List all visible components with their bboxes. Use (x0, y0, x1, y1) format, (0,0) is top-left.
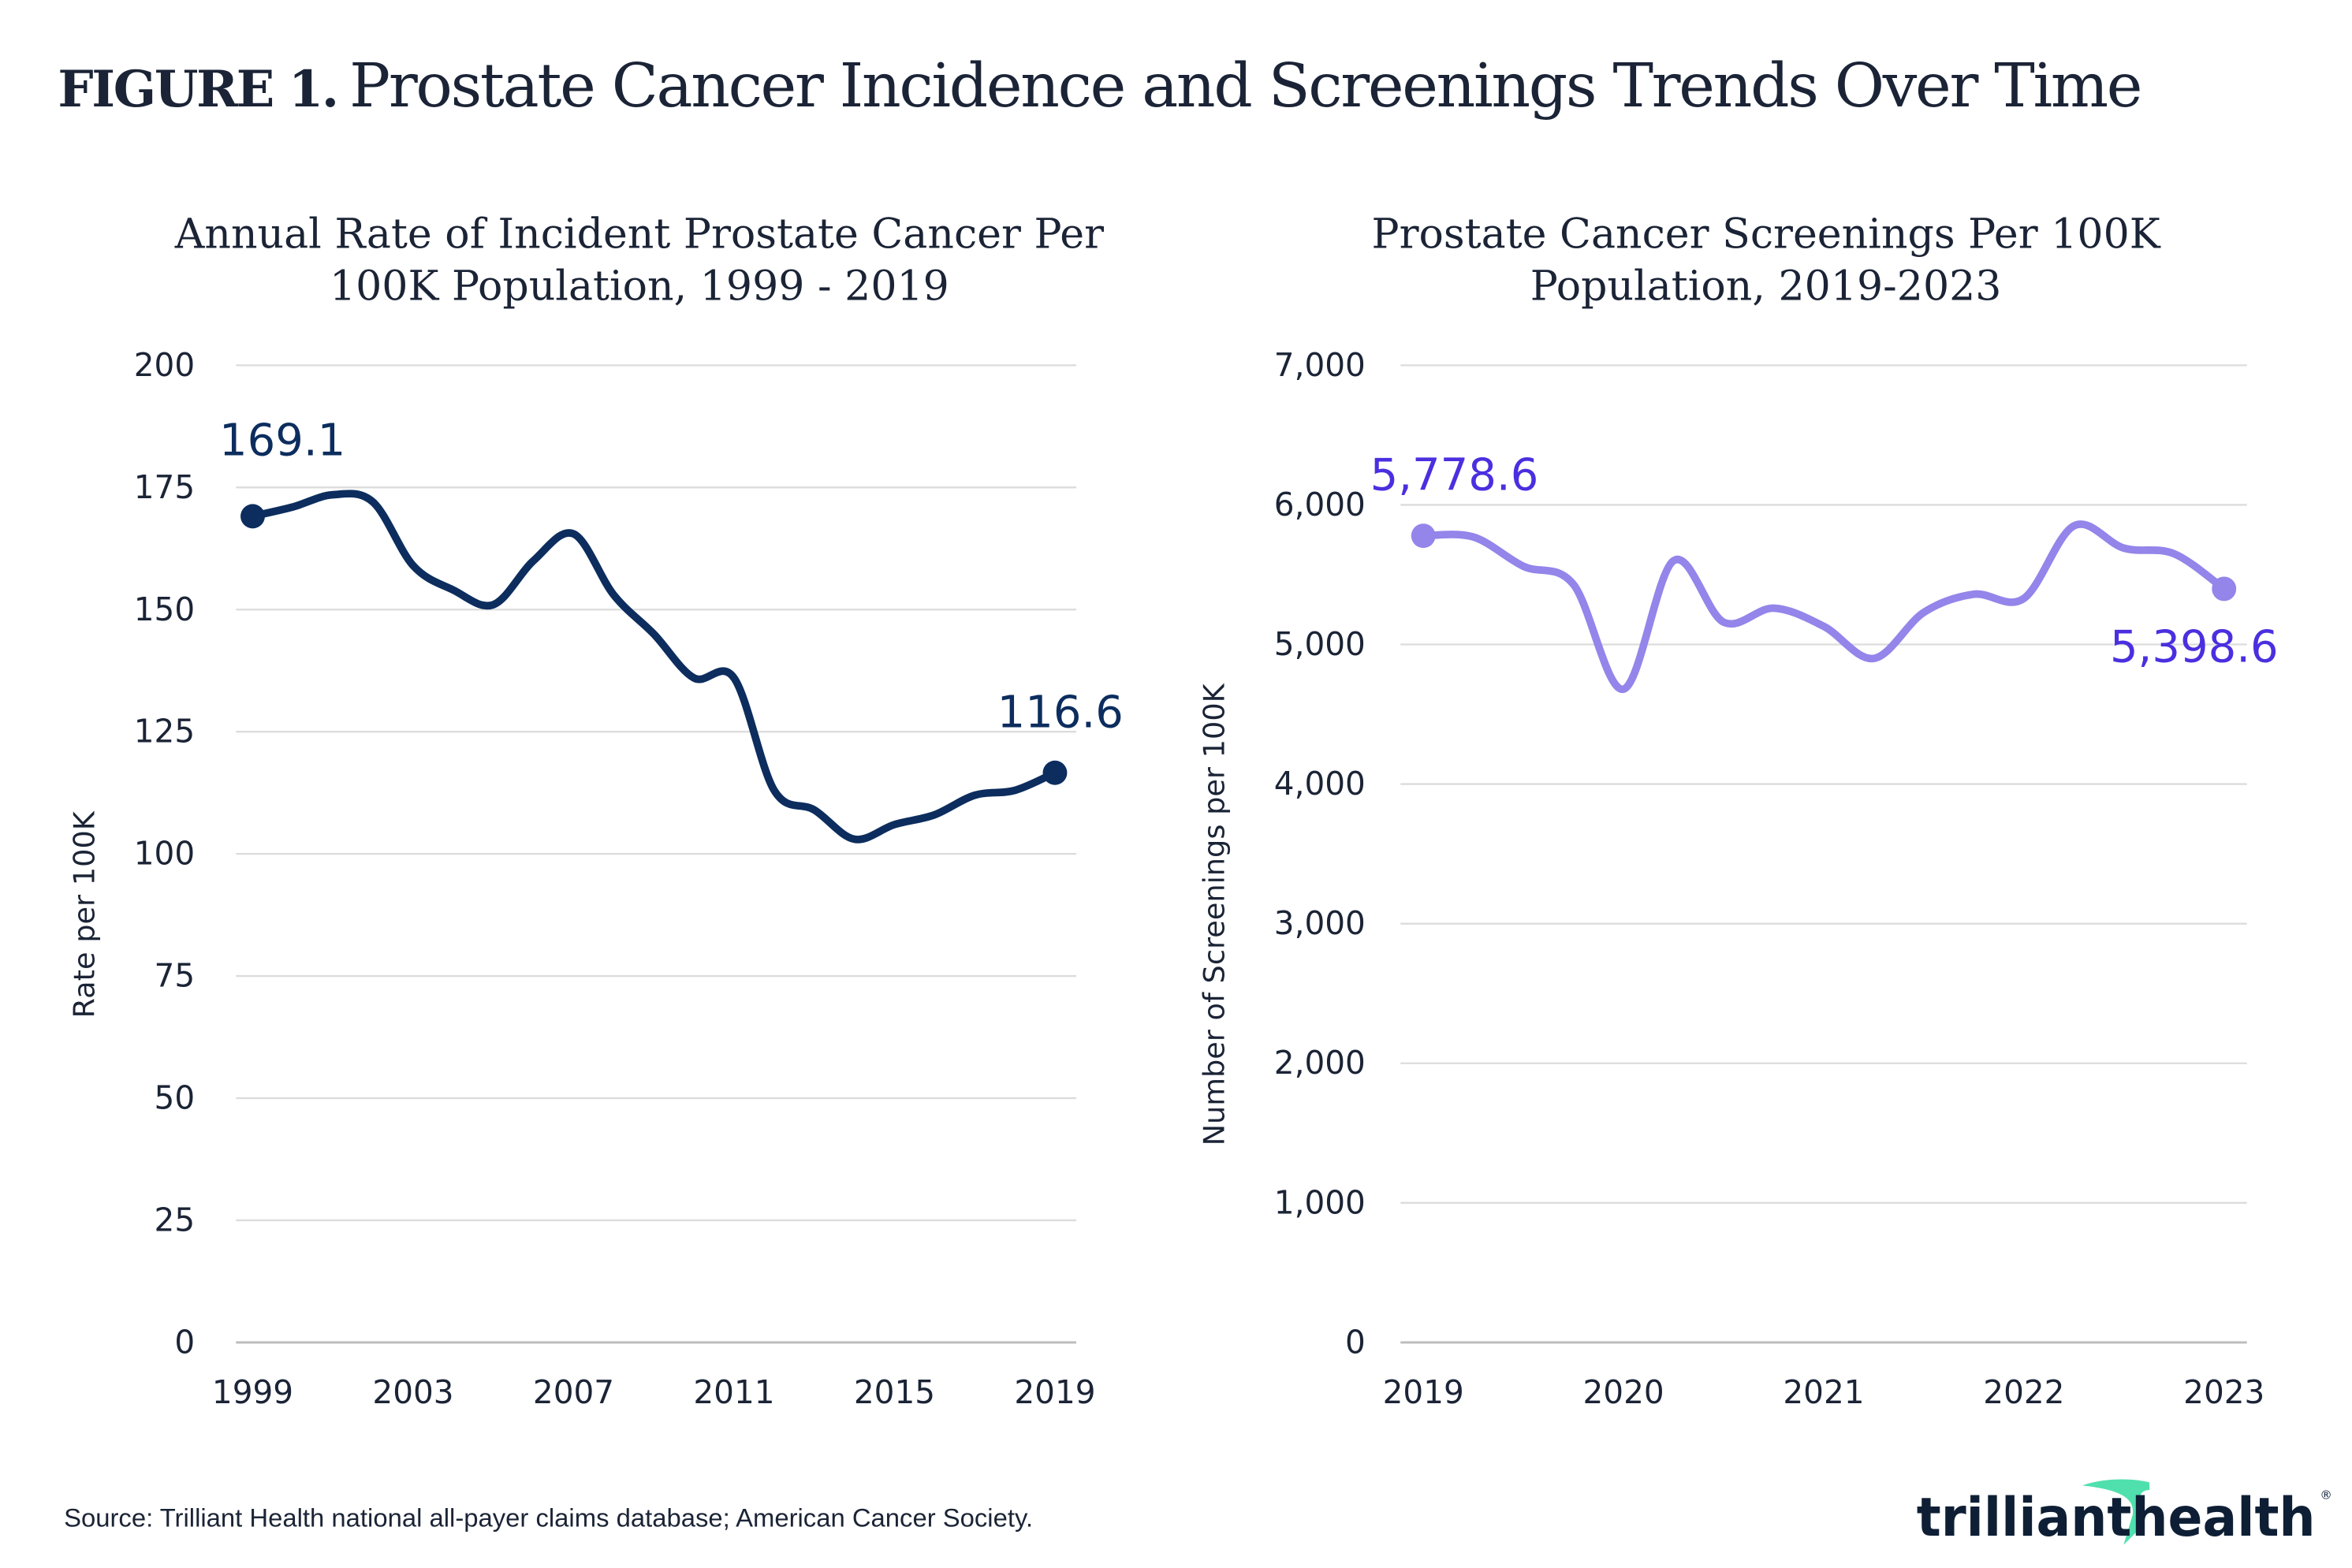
left-y-tick-label: 75 (155, 957, 196, 995)
right-data-label: 5,398.6 (2110, 622, 2279, 673)
right-x-tick-label: 2022 (1983, 1373, 2064, 1411)
left-x-tick-label: 1999 (212, 1373, 293, 1411)
left-y-tick-label: 125 (134, 713, 195, 750)
left-x-tick-label: 2015 (854, 1373, 935, 1411)
left-y-axis-label: Rate per 100K (68, 810, 102, 1018)
left-endpoint-marker (1042, 760, 1068, 785)
right-y-tick-label: 7,000 (1274, 346, 1366, 384)
left-series-line (248, 490, 1059, 844)
right-chart-title: Prostate Cancer Screenings Per 100K Popu… (1218, 210, 2314, 313)
left-y-tick-label: 50 (155, 1079, 196, 1117)
left-data-label: 116.6 (997, 687, 1124, 738)
right-x-tick-label: 2021 (1783, 1373, 1864, 1411)
right-endpoint-marker (2212, 576, 2237, 602)
trilliant-health-logo: trilliant‌health ® (1917, 1479, 2332, 1548)
left-data-label: 169.1 (219, 415, 345, 467)
left-x-tick-label: 2011 (693, 1373, 774, 1411)
figure-label: FIGURE 1. (58, 59, 339, 119)
right-y-tick-label: 5,000 (1274, 625, 1366, 663)
right-y-tick-label: 1,000 (1274, 1183, 1366, 1221)
source-note: Source: Trilliant Health national all-pa… (64, 1503, 1034, 1533)
left-y-tick-label: 200 (134, 346, 195, 384)
left-chart-title: Annual Rate of Incident Prostate Cancer … (91, 210, 1187, 313)
right-endpoint-marker (1411, 523, 1436, 549)
right-x-tick-label: 2019 (1383, 1373, 1464, 1411)
figure-title-text: Prostate Cancer Incidence and Screenings… (349, 51, 2142, 122)
left-y-tick-label: 100 (134, 835, 195, 873)
right-chart-title-line-2: Population, 2019-2023 (1530, 263, 2002, 311)
left-chart-title-line-1: Annual Rate of Incident Prostate Cancer … (174, 211, 1105, 259)
right-x-tick-label: 2023 (2183, 1373, 2264, 1411)
left-y-tick-label: 150 (134, 590, 195, 628)
left-x-tick-label: 2003 (372, 1373, 453, 1411)
logo-registered-mark: ® (2320, 1488, 2331, 1503)
left-endpoint-marker (240, 504, 265, 529)
left-x-tick-label: 2019 (1014, 1373, 1095, 1411)
logo-accent-icon (2082, 1479, 2150, 1545)
left-y-tick-label: 175 (134, 468, 195, 506)
right-y-tick-label: 3,000 (1274, 904, 1366, 942)
right-y-tick-label: 4,000 (1274, 765, 1366, 803)
right-chart-title-line-1: Prostate Cancer Screenings Per 100K (1371, 211, 2160, 259)
left-y-tick-label: 0 (174, 1323, 195, 1361)
logo-wordmark: trilliant‌health (1917, 1486, 2316, 1548)
right-y-tick-label: 6,000 (1274, 486, 1366, 523)
right-y-tick-label: 0 (1345, 1323, 1366, 1361)
left-y-tick-label: 25 (155, 1201, 196, 1238)
figure-title: FIGURE 1. Prostate Cancer Incidence and S… (58, 51, 2142, 122)
right-y-tick-label: 2,000 (1274, 1044, 1366, 1082)
right-series-line (1419, 520, 2228, 694)
right-y-axis-label: Number of Screenings per 100K (1197, 683, 1231, 1145)
left-x-tick-label: 2007 (533, 1373, 614, 1411)
right-data-label: 5,778.6 (1370, 450, 1539, 501)
left-chart-title-line-2: 100K Population, 1999 - 2019 (329, 263, 949, 311)
right-x-tick-label: 2020 (1583, 1373, 1664, 1411)
